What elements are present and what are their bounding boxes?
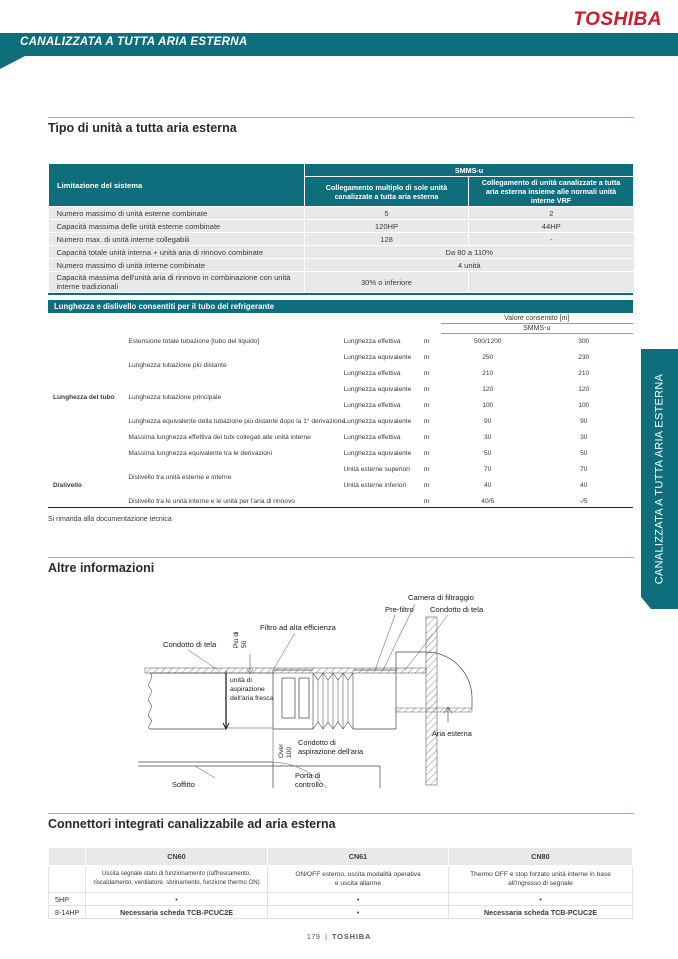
svg-text:Pre-filtro: Pre-filtro [385, 605, 414, 614]
svg-text:50: 50 [241, 640, 248, 648]
svg-text:Più di: Più di [233, 631, 240, 648]
svg-text:Condotto di tela: Condotto di tela [430, 605, 484, 614]
svg-text:unità di: unità di [230, 677, 252, 684]
svg-text:aspirazione: aspirazione [230, 686, 265, 693]
svg-text:Condotto di: Condotto di [298, 738, 336, 747]
svg-text:100: 100 [286, 747, 293, 758]
svg-text:Soffitto: Soffitto [172, 780, 195, 789]
svg-text:controllo: controllo [295, 780, 323, 789]
svg-text:Filtro ad alta efficienza: Filtro ad alta efficienza [260, 623, 337, 632]
svg-text:Over: Over [278, 743, 285, 758]
svg-text:dell'aria fresca: dell'aria fresca [230, 695, 274, 702]
svg-text:Condotto di tela: Condotto di tela [163, 640, 217, 649]
svg-text:Porta di: Porta di [295, 771, 321, 780]
svg-text:Aria esterna: Aria esterna [432, 729, 473, 738]
svg-text:aspirazione dell'aria: aspirazione dell'aria [298, 747, 364, 756]
svg-text:Camera di filtraggio: Camera di filtraggio [408, 593, 474, 602]
